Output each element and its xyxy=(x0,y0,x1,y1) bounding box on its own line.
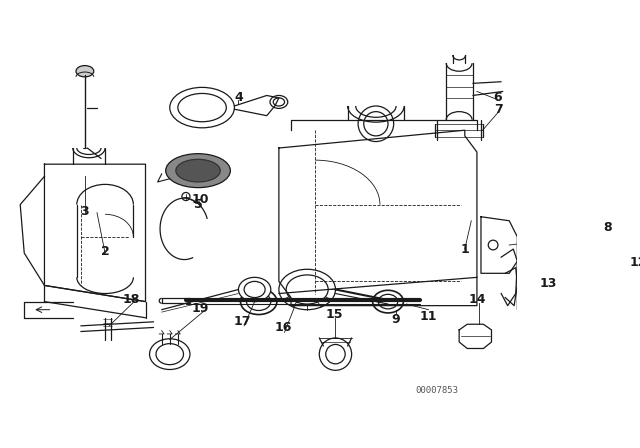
Ellipse shape xyxy=(176,159,220,182)
Text: 14: 14 xyxy=(468,293,486,306)
Text: 17: 17 xyxy=(234,314,252,327)
Text: 11: 11 xyxy=(420,310,437,323)
Ellipse shape xyxy=(279,269,335,310)
Ellipse shape xyxy=(166,154,230,188)
Text: 13: 13 xyxy=(540,277,557,290)
Text: 16: 16 xyxy=(274,321,292,334)
Text: 6: 6 xyxy=(493,91,502,104)
Text: 9: 9 xyxy=(392,313,401,326)
Ellipse shape xyxy=(239,277,271,302)
Ellipse shape xyxy=(241,289,277,314)
Text: 10: 10 xyxy=(192,193,209,206)
Text: 3: 3 xyxy=(81,205,89,218)
Text: 8: 8 xyxy=(604,221,612,234)
Text: 18: 18 xyxy=(122,293,140,306)
Ellipse shape xyxy=(150,339,190,370)
Text: 5: 5 xyxy=(194,198,202,211)
Text: 15: 15 xyxy=(325,308,342,321)
Text: 4: 4 xyxy=(234,91,243,104)
Text: 7: 7 xyxy=(494,103,503,116)
Text: 2: 2 xyxy=(100,245,109,258)
Ellipse shape xyxy=(76,65,94,77)
Text: 00007853: 00007853 xyxy=(415,386,458,395)
Text: 19: 19 xyxy=(192,302,209,314)
Text: 1: 1 xyxy=(460,242,469,255)
Text: 12: 12 xyxy=(630,256,640,269)
Ellipse shape xyxy=(372,290,403,313)
